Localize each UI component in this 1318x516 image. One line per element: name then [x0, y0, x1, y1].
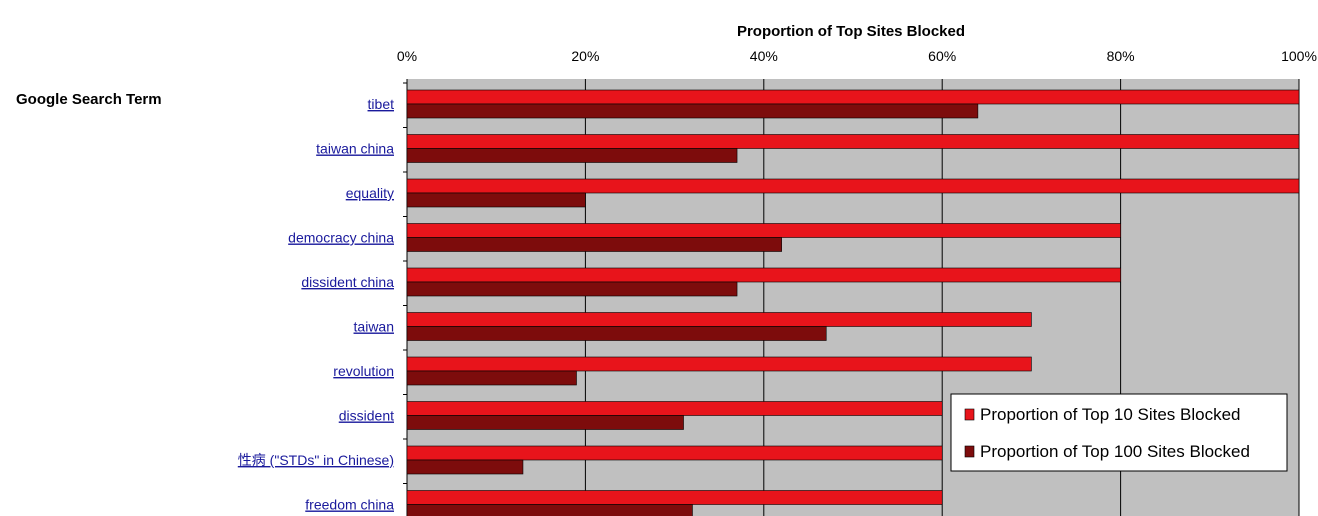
bar [406, 103, 979, 119]
bar [406, 504, 693, 516]
bar [406, 267, 1121, 283]
category-label[interactable]: taiwan china [316, 141, 394, 157]
category-label[interactable]: dissident china [301, 274, 394, 290]
bar [406, 223, 1121, 238]
category-label[interactable]: democracy china [288, 230, 394, 246]
bar [406, 401, 943, 416]
bar [406, 148, 738, 163]
bar [406, 134, 1300, 149]
category-label[interactable]: taiwan [354, 319, 394, 335]
category-label[interactable]: 性病 ("STDs" in Chinese) [238, 452, 394, 468]
x-tick-label: 0% [397, 48, 417, 64]
legend-label: Proportion of Top 10 Sites Blocked [980, 405, 1241, 424]
x-tick-label: 80% [1107, 48, 1135, 64]
x-tick-label: 20% [571, 48, 599, 64]
legend-swatch [964, 408, 975, 421]
legend-box [950, 393, 1288, 472]
bar [406, 445, 943, 461]
legend-label: Proportion of Top 100 Sites Blocked [980, 442, 1250, 461]
bar [406, 237, 782, 252]
category-label[interactable]: dissident [339, 408, 394, 424]
bar [406, 326, 827, 341]
bar [406, 370, 577, 386]
x-tick-label: 100% [1281, 48, 1317, 64]
bar [406, 459, 524, 475]
category-label[interactable]: equality [346, 185, 394, 201]
legend-swatch [964, 445, 975, 458]
category-label[interactable]: freedom china [305, 497, 394, 513]
row-header: Google Search Term [16, 91, 162, 108]
category-label[interactable]: tibet [368, 96, 395, 112]
chart-title: Proportion of Top Sites Blocked [737, 23, 965, 40]
bar [406, 490, 943, 505]
bar [406, 89, 1300, 105]
bar [406, 415, 684, 430]
bar [406, 178, 1300, 194]
bar [406, 281, 738, 297]
bar [406, 356, 1032, 372]
bar [406, 192, 586, 208]
x-tick-label: 40% [750, 48, 778, 64]
bar [406, 312, 1032, 327]
category-label[interactable]: revolution [333, 363, 394, 379]
x-tick-label: 60% [928, 48, 956, 64]
